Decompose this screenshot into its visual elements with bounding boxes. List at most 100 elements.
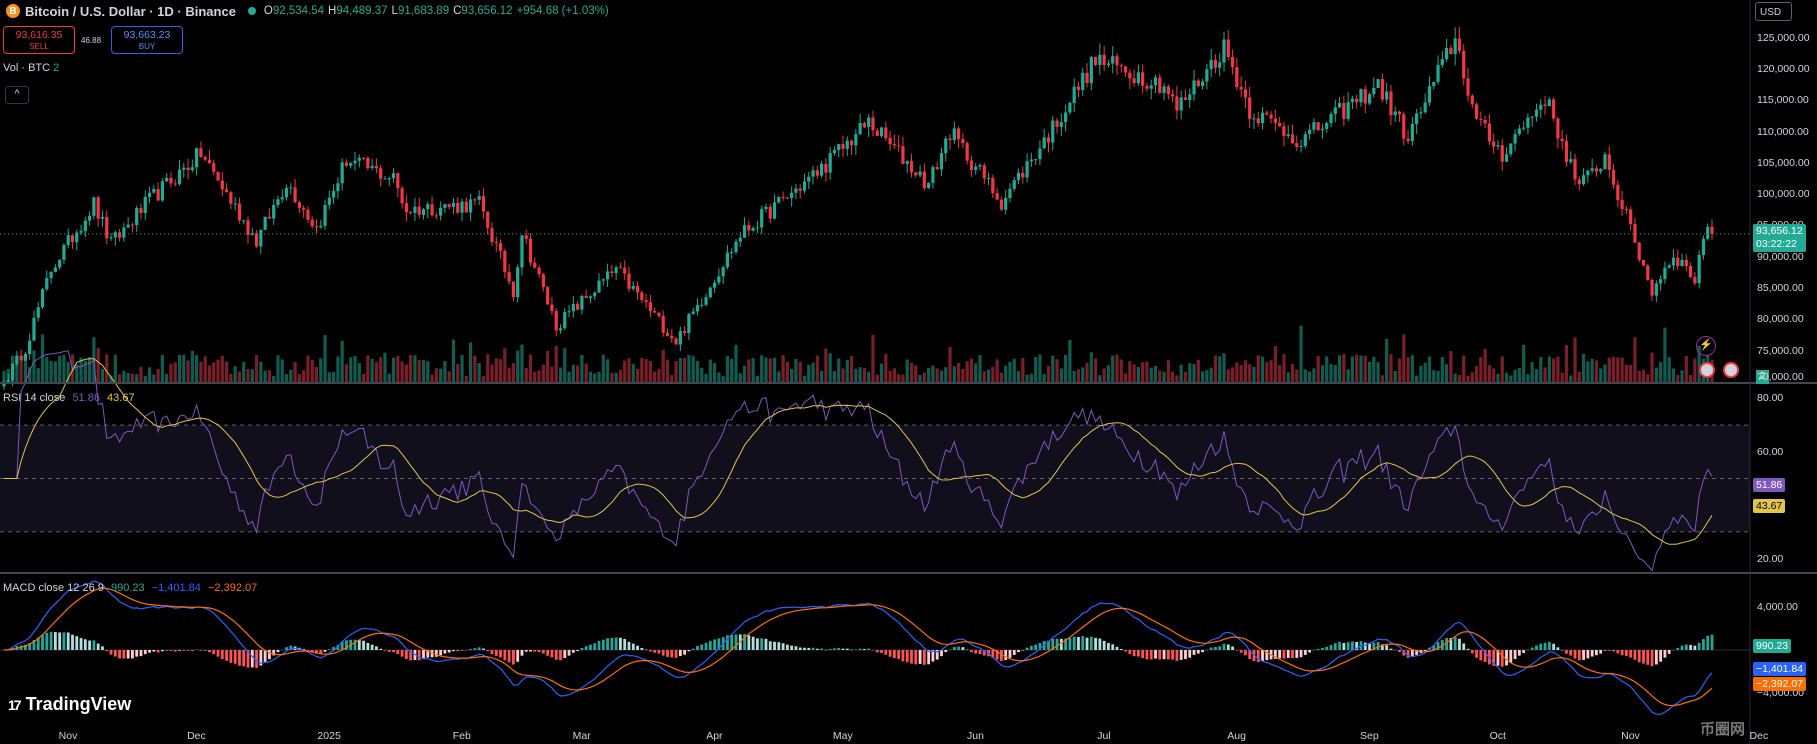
macd-histogram-bar [1573,650,1577,659]
volume-bar [40,334,45,382]
candle [648,302,652,312]
macd-histogram-bar [794,646,798,650]
volume-bar [995,359,999,382]
collapse-legend-button[interactable]: ^ [5,86,29,104]
macd-histogram-bar [238,650,241,666]
macd-histogram-bar [1620,650,1624,656]
macd-histogram-bar [109,650,113,655]
volume-bar [1355,354,1359,382]
volume-bar [918,374,922,382]
time-axis-label: Feb [452,730,471,742]
candle [413,206,417,213]
macd-histogram-bar [1342,643,1346,650]
candle [1042,137,1046,149]
macd-histogram-bar [1449,638,1453,650]
candle [1569,159,1573,163]
rsi-legend[interactable]: RSI 14 close 51.86 43.67 [3,392,135,404]
candle [1055,120,1059,127]
candle [1427,86,1432,103]
volume-bar [1004,365,1008,382]
candle [58,259,62,268]
volume-bar [53,361,57,382]
volume-bar [965,361,969,382]
currency-button[interactable]: USD [1755,2,1792,21]
macd-histogram-bar [1607,650,1611,651]
volume-bar [1342,354,1346,382]
macd-histogram-bar [1624,650,1628,657]
volume-bar [490,364,494,382]
change-value: +954.68 (+1.03%) [516,5,609,17]
macd-histogram-bar [1535,645,1538,650]
volume-bar [1235,362,1239,382]
candle [1016,172,1021,181]
volume-bar [1123,373,1128,382]
candle [661,315,665,333]
volume-bar [58,355,62,382]
candle [284,188,289,198]
macd-histogram-bar [854,649,858,651]
macd-histogram-bar [135,650,139,657]
candle [370,166,374,169]
us-economic-event-icon-2[interactable] [1723,362,1739,378]
volume-bar [948,346,952,382]
macd-histogram-bar [276,650,280,653]
buy-button[interactable]: 93,663.23 BUY [111,26,183,54]
volume-bar [113,354,117,382]
volume-bar [884,354,888,382]
candle [751,228,755,231]
candle [503,250,507,272]
candle [40,289,45,308]
volume-bar [1290,363,1295,382]
macd-legend[interactable]: MACD close 12 26 9 990.23 −1,401.84 −2,3… [3,582,257,594]
volume-bar [456,364,460,382]
macd-histogram-bar [404,650,408,660]
volume-bar [1487,365,1492,382]
volume-bar [1440,357,1444,382]
volume-bar [323,335,327,382]
macd-histogram-bar [858,648,862,650]
macd-histogram-bar [1680,645,1684,650]
candle [1051,120,1055,143]
candle [1517,128,1521,135]
open-key: O [263,5,273,17]
lightning-icon[interactable]: ⚡ [1696,336,1716,356]
candle [725,252,730,268]
volume-bar [169,364,173,382]
macd-histogram-bar [1569,650,1573,656]
candle [1179,97,1183,111]
volume-bar [233,366,237,382]
us-economic-event-icon[interactable] [1699,362,1715,378]
macd-histogram-bar [1595,650,1598,656]
macd-histogram-bar [1325,646,1329,650]
macd-histogram-bar [850,649,853,651]
volume-bar [1132,364,1136,382]
sell-button[interactable]: 93,616.35 SELL [3,26,75,54]
volume-bar [1534,369,1539,382]
volume-bar [2,370,6,382]
candle [867,117,871,127]
volume-bar [293,361,297,382]
macd-histogram-bar [1261,650,1264,662]
volume-bar [19,360,23,382]
volume-bar [815,355,819,382]
tradingview-logo[interactable]: 17 TradingView [8,694,131,715]
candle [614,267,618,273]
volume-bar [802,375,807,382]
candle [884,127,888,138]
volume-legend[interactable]: Vol · BTC 2 [3,62,59,74]
candle [1701,238,1706,255]
volume-bar [935,368,939,382]
macd-histogram-bar [1663,650,1667,658]
candle [1436,64,1440,82]
macd-histogram-bar [160,650,164,652]
volume-bar [254,355,259,382]
volume-bar [503,348,507,382]
candle [1350,98,1355,103]
macd-histogram-bar [726,635,729,650]
candle [871,117,875,131]
candle [1076,86,1081,91]
symbol-title[interactable]: Bitcoin / U.S. Dollar · 1D · Binance [25,3,236,19]
candle [220,180,224,190]
